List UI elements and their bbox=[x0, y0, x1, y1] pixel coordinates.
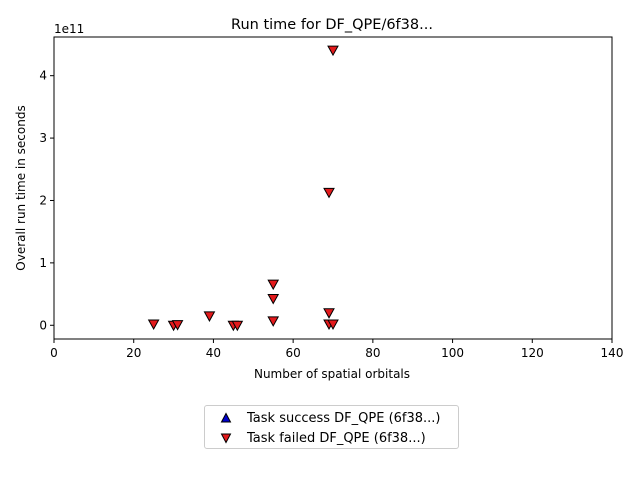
failed-point bbox=[327, 319, 339, 331]
failed-point bbox=[267, 316, 280, 327]
y-offset-text: 1e11 bbox=[54, 22, 84, 36]
failed-point bbox=[203, 311, 216, 322]
y-tick-label: 1 bbox=[39, 256, 47, 270]
legend-label-success: Task success DF_QPE (6f38...) bbox=[247, 410, 441, 426]
x-tick-label: 20 bbox=[126, 346, 141, 360]
x-tick-label: 120 bbox=[521, 346, 544, 360]
failed-point bbox=[327, 45, 339, 57]
failed-point bbox=[267, 279, 280, 291]
y-tick-label: 4 bbox=[39, 69, 47, 83]
failed-point bbox=[267, 293, 280, 305]
legend-item-failed: Task failed DF_QPE (6f38...) bbox=[205, 428, 458, 448]
triangle-up-marker-icon bbox=[205, 412, 247, 424]
failed-point bbox=[231, 320, 244, 332]
x-tick-label: 60 bbox=[286, 346, 301, 360]
x-tick-label: 140 bbox=[601, 346, 624, 360]
axis-ticks: 0 20 40 60 80 100 120 140 0 1 2 3 4 bbox=[39, 69, 623, 360]
y-tick-label: 3 bbox=[39, 131, 47, 145]
chart-title: Run time for DF_QPE/6f38... bbox=[231, 17, 433, 33]
failed-point bbox=[323, 187, 335, 199]
failed-point bbox=[171, 320, 184, 331]
plot-frame bbox=[53, 36, 613, 340]
legend-label-failed: Task failed DF_QPE (6f38...) bbox=[247, 430, 426, 446]
failed-point bbox=[147, 319, 160, 331]
x-tick-label: 80 bbox=[365, 346, 380, 360]
x-tick-label: 0 bbox=[50, 346, 58, 360]
legend-item-success: Task success DF_QPE (6f38...) bbox=[205, 408, 458, 428]
legend: Task success DF_QPE (6f38...) Task faile… bbox=[204, 405, 459, 449]
y-tick-label: 0 bbox=[39, 318, 47, 332]
y-axis-label: Overall run time in seconds bbox=[14, 105, 28, 270]
x-tick-label: 100 bbox=[441, 346, 464, 360]
x-tick-label: 40 bbox=[206, 346, 221, 360]
triangle-down-marker-icon bbox=[205, 432, 247, 444]
y-tick-label: 2 bbox=[39, 193, 47, 207]
x-axis-label: Number of spatial orbitals bbox=[254, 367, 410, 381]
failed-point bbox=[323, 308, 335, 319]
data-points bbox=[147, 45, 339, 332]
